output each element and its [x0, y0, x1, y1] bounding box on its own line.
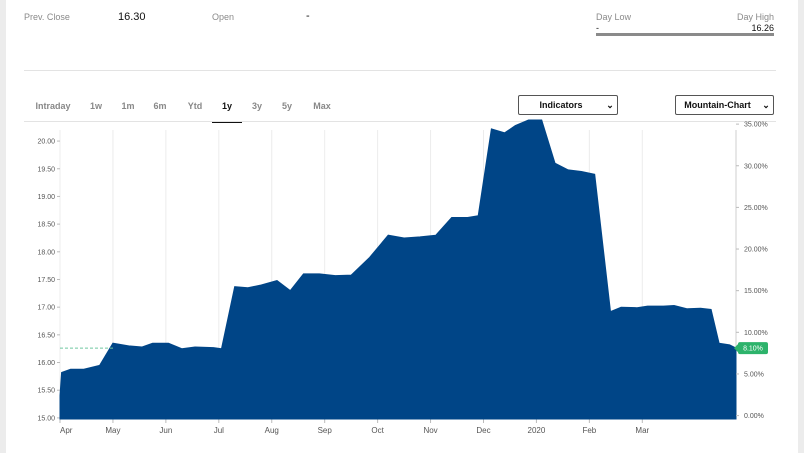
current-value-badge — [738, 342, 768, 355]
day-high-value: 16.26 — [751, 23, 774, 33]
y-left-tick-label: 18.00 — [37, 249, 55, 256]
tab-5y[interactable]: 5y — [281, 101, 292, 111]
tab-6m[interactable]: 6m — [153, 101, 167, 111]
y-left-tick-label: 19.50 — [37, 166, 55, 173]
chevron-down-icon: ⌄ — [606, 99, 614, 110]
y-left-tick-label: 16.00 — [37, 360, 55, 367]
x-tick-label: Sep — [318, 426, 333, 435]
x-tick-label: Apr — [60, 426, 73, 435]
tab-1w[interactable]: 1w — [89, 101, 102, 111]
indicators-dropdown[interactable]: Indicators ⌄ — [518, 95, 618, 115]
x-tick-label: Aug — [265, 426, 279, 435]
y-right-tick-label: 20.00% — [744, 247, 768, 254]
quote-stats: Prev. Close 16.30 Open - Day Low Day Hig… — [24, 10, 780, 40]
day-range-bar — [596, 33, 774, 36]
tabs-underline — [24, 121, 776, 122]
y-left-tick-label: 19.00 — [37, 194, 55, 201]
current-value-badge-label: 8.10% — [743, 346, 763, 353]
day-high-label: Day High — [736, 12, 774, 22]
current-value-badge-pointer — [734, 344, 738, 353]
section-divider — [24, 70, 776, 71]
open-value: - — [306, 10, 310, 22]
y-left-tick-label: 20.00 — [37, 139, 55, 146]
x-tick-label: Jul — [214, 426, 224, 435]
day-low-label: Day Low — [596, 12, 632, 22]
y-left-tick-label: 17.00 — [37, 305, 55, 312]
x-tick-label: Jun — [159, 426, 172, 435]
chart-type-dropdown-label: Mountain-Chart — [684, 100, 751, 110]
y-right-tick-label: 0.00% — [744, 413, 764, 420]
tab-intraday[interactable]: Intraday — [35, 101, 71, 111]
tab-1m[interactable]: 1m — [121, 101, 135, 111]
y-right-tick-label: 10.00% — [744, 330, 768, 337]
y-left-tick-label: 15.00 — [37, 415, 55, 422]
y-left-tick-label: 18.50 — [37, 222, 55, 229]
indicators-dropdown-label: Indicators — [539, 100, 583, 110]
x-tick-label: Oct — [371, 426, 384, 435]
y-left-tick-label: 17.50 — [37, 277, 55, 284]
y-right-tick-label: 30.00% — [744, 163, 768, 170]
y-left-tick-label: 15.50 — [37, 388, 55, 395]
x-tick-label: Mar — [635, 426, 649, 435]
open-label: Open — [212, 12, 235, 22]
x-tick-label: Feb — [582, 426, 596, 435]
y-right-tick-label: 5.00% — [744, 371, 764, 378]
y-right-tick-label: 25.00% — [744, 205, 768, 212]
page-frame-left — [0, 0, 6, 453]
y-right-tick-label: 15.00% — [744, 288, 768, 295]
y-left-tick-label: 16.50 — [37, 332, 55, 339]
day-low-value: - — [596, 23, 599, 33]
tab-3y[interactable]: 3y — [251, 101, 262, 111]
prev-close-label: Prev. Close — [24, 12, 70, 22]
prev-close-value: 16.30 — [118, 11, 146, 23]
x-tick-label: May — [105, 426, 120, 435]
price-area — [59, 119, 737, 420]
tab-ytd[interactable]: Ytd — [187, 101, 203, 111]
tab-max[interactable]: Max — [313, 101, 331, 111]
y-right-tick-label: 35.00% — [744, 122, 768, 129]
x-tick-label: Dec — [476, 426, 490, 435]
x-tick-label: 2020 — [528, 426, 546, 435]
chevron-down-icon: ⌄ — [762, 99, 770, 110]
chart-type-dropdown[interactable]: Mountain-Chart ⌄ — [675, 95, 774, 115]
tab-1y[interactable]: 1y — [212, 95, 242, 123]
x-tick-label: Nov — [423, 426, 437, 435]
page-frame-right — [798, 0, 804, 453]
